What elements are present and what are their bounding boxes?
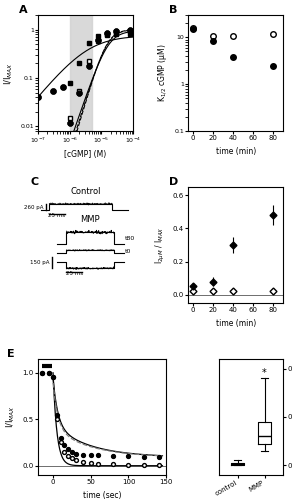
Text: B: B: [169, 4, 178, 15]
Text: 25 ms: 25 ms: [48, 212, 65, 218]
Text: Control: Control: [70, 187, 101, 196]
X-axis label: time (sec): time (sec): [83, 490, 121, 500]
Y-axis label: I/I$_{MAX}$: I/I$_{MAX}$: [2, 62, 15, 84]
Text: *: *: [262, 368, 267, 378]
X-axis label: time (min): time (min): [215, 147, 256, 156]
Text: t80: t80: [124, 236, 135, 240]
Text: 25 ms: 25 ms: [65, 271, 83, 276]
X-axis label: time (min): time (min): [215, 319, 256, 328]
Text: D: D: [169, 176, 178, 186]
Text: 150 pA: 150 pA: [30, 260, 50, 265]
Text: A: A: [19, 4, 27, 15]
Text: E: E: [7, 348, 15, 358]
Y-axis label: I$_{2μM}$ / I$_{MAX}$: I$_{2μM}$ / I$_{MAX}$: [154, 226, 167, 264]
Text: t0: t0: [124, 249, 131, 254]
Y-axis label: K$_{1/2}$ cGMP (μM): K$_{1/2}$ cGMP (μM): [156, 44, 169, 102]
Text: MMP: MMP: [80, 215, 100, 224]
Text: C: C: [30, 176, 39, 186]
Text: 260 pA: 260 pA: [24, 204, 43, 210]
Y-axis label: I/I$_{MAX}$: I/I$_{MAX}$: [4, 406, 17, 428]
X-axis label: [cGMP] (M): [cGMP] (M): [64, 150, 107, 159]
Bar: [70, 15, 92, 131]
